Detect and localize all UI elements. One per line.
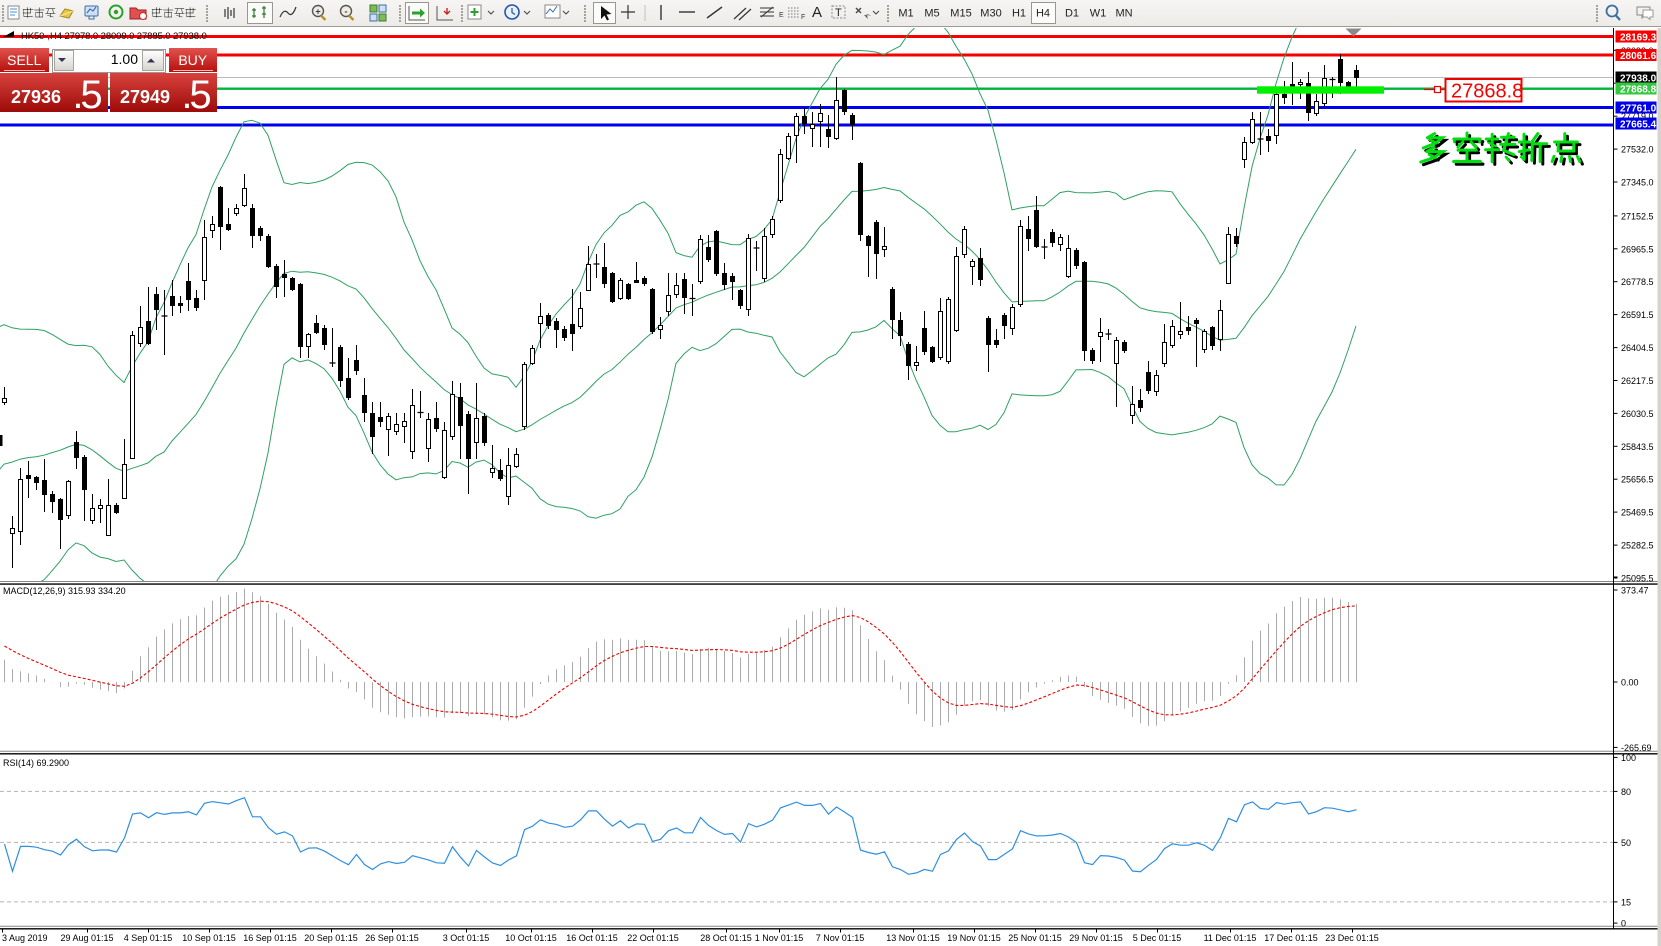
svg-text:A: A — [812, 4, 822, 21]
svg-text:T: T — [835, 7, 842, 19]
svg-text:28 Oct 01:15: 28 Oct 01:15 — [700, 933, 752, 943]
svg-text:26030.5: 26030.5 — [1621, 409, 1654, 419]
svg-text:11 Dec 01:15: 11 Dec 01:15 — [1204, 933, 1257, 943]
svg-text:20 Sep 01:15: 20 Sep 01:15 — [304, 933, 358, 943]
svg-text:D1: D1 — [1065, 8, 1079, 20]
svg-text:0: 0 — [1621, 919, 1626, 929]
svg-text:M5: M5 — [924, 8, 939, 20]
svg-text:5 Dec 01:15: 5 Dec 01:15 — [1133, 933, 1182, 943]
svg-text:10 Oct 01:15: 10 Oct 01:15 — [505, 933, 557, 943]
svg-text:17 Dec 01:15: 17 Dec 01:15 — [1264, 933, 1318, 943]
svg-text:W1: W1 — [1090, 8, 1107, 20]
svg-text:27665.4: 27665.4 — [1620, 119, 1657, 130]
svg-text:25469.5: 25469.5 — [1621, 508, 1654, 518]
svg-text:25 Nov 01:15: 25 Nov 01:15 — [1008, 933, 1062, 943]
svg-text:27719.0: 27719.0 — [1621, 112, 1654, 122]
svg-text:28169.3: 28169.3 — [1620, 32, 1657, 43]
svg-text:50: 50 — [1621, 838, 1631, 848]
svg-text:4 Sep 01:15: 4 Sep 01:15 — [124, 933, 173, 943]
svg-text:25095.5: 25095.5 — [1621, 574, 1654, 584]
svg-text:22 Oct 01:15: 22 Oct 01:15 — [627, 933, 679, 943]
svg-text:26217.5: 26217.5 — [1621, 376, 1654, 386]
svg-text:MN: MN — [1115, 8, 1132, 20]
svg-text:26965.5: 26965.5 — [1621, 244, 1654, 254]
svg-text:3 Aug 2019: 3 Aug 2019 — [2, 933, 48, 943]
svg-text:27761.0: 27761.0 — [1620, 103, 1657, 114]
svg-text:26778.5: 26778.5 — [1621, 277, 1654, 287]
svg-text:27868.8: 27868.8 — [1620, 84, 1657, 95]
svg-text:-: - — [345, 7, 348, 17]
svg-text:E: E — [779, 12, 784, 19]
svg-text:M30: M30 — [980, 8, 1001, 20]
svg-text:16 Oct 01:15: 16 Oct 01:15 — [566, 933, 618, 943]
svg-text:26591.5: 26591.5 — [1621, 310, 1654, 320]
svg-text:M15: M15 — [950, 8, 971, 20]
svg-text:H4: H4 — [1036, 8, 1050, 20]
svg-text:373.47: 373.47 — [1621, 586, 1649, 596]
svg-text:HK50-,H4 27978.0 28009.0 2788: HK50-,H4 27978.0 28009.0 27885.0 27938.0 — [21, 31, 207, 42]
svg-text:25656.5: 25656.5 — [1621, 475, 1654, 485]
svg-text:16 Sep 01:15: 16 Sep 01:15 — [243, 933, 297, 943]
svg-text:27345.0: 27345.0 — [1621, 178, 1654, 188]
svg-text:0.00: 0.00 — [1621, 678, 1639, 688]
svg-text:15: 15 — [1621, 897, 1631, 907]
svg-text:H1: H1 — [1012, 8, 1026, 20]
svg-text:27868.8: 27868.8 — [1451, 81, 1523, 103]
svg-text:27532.0: 27532.0 — [1621, 145, 1654, 155]
svg-text:F: F — [801, 14, 805, 21]
svg-text:-265.69: -265.69 — [1621, 743, 1652, 753]
svg-text:27152.5: 27152.5 — [1621, 211, 1654, 221]
svg-text:26404.5: 26404.5 — [1621, 343, 1654, 353]
svg-text:29 Aug 01:15: 29 Aug 01:15 — [60, 933, 113, 943]
svg-text:80: 80 — [1621, 787, 1631, 797]
svg-text:M1: M1 — [898, 8, 913, 20]
svg-text:23 Dec 01:15: 23 Dec 01:15 — [1325, 933, 1379, 943]
svg-text:RSI(14) 69.2900: RSI(14) 69.2900 — [3, 758, 69, 768]
svg-text:25282.5: 25282.5 — [1621, 541, 1654, 551]
svg-text:10 Sep 01:15: 10 Sep 01:15 — [182, 933, 236, 943]
svg-text:19 Nov 01:15: 19 Nov 01:15 — [947, 933, 1001, 943]
svg-text:1 Nov 01:15: 1 Nov 01:15 — [755, 933, 804, 943]
svg-text:25843.5: 25843.5 — [1621, 442, 1654, 452]
svg-text:27938.0: 27938.0 — [1620, 73, 1657, 84]
svg-text:7 Nov 01:15: 7 Nov 01:15 — [816, 933, 865, 943]
svg-text:MACD(12,26,9) 315.93 334.20: MACD(12,26,9) 315.93 334.20 — [3, 586, 126, 596]
svg-text:100: 100 — [1621, 753, 1636, 763]
svg-text:26 Sep 01:15: 26 Sep 01:15 — [365, 933, 419, 943]
svg-text:28061.6: 28061.6 — [1620, 51, 1657, 62]
svg-text:29 Nov 01:15: 29 Nov 01:15 — [1069, 933, 1123, 943]
svg-text:3 Oct 01:15: 3 Oct 01:15 — [443, 933, 490, 943]
svg-text:+: + — [315, 7, 320, 17]
svg-text:13 Nov 01:15: 13 Nov 01:15 — [886, 933, 940, 943]
